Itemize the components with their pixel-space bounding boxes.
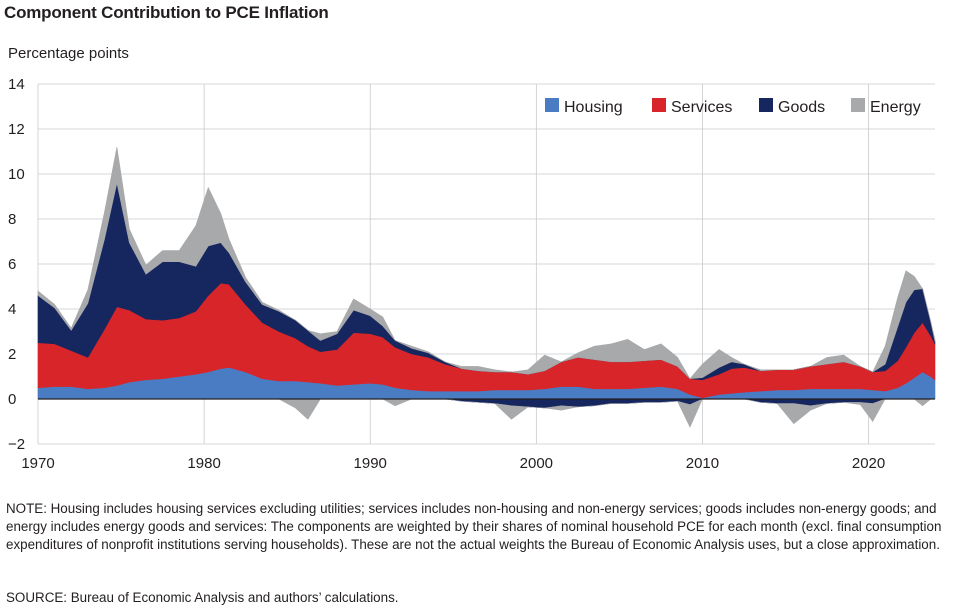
x-tick-label: 2010 bbox=[686, 455, 719, 472]
x-tick-label: 1980 bbox=[187, 455, 220, 472]
y-tick-label: 10 bbox=[8, 166, 25, 183]
y-tick-label: 0 bbox=[8, 391, 16, 408]
legend-swatch-services bbox=[652, 98, 666, 112]
axes: −2 0 2 4 6 8 10 12 14 1970 1980 1990 2000 2010 2020 bbox=[8, 76, 935, 472]
legend-label-housing: Housing bbox=[564, 99, 623, 116]
chart-note: NOTE: Housing includes housing services … bbox=[6, 501, 942, 552]
y-tick-label: 12 bbox=[8, 121, 25, 138]
stacked-area-chart: −2 0 2 4 6 8 10 12 14 1970 1980 1990 2000 2010 2020 Ho… bbox=[8, 76, 936, 472]
y-tick-label: 2 bbox=[8, 346, 16, 363]
chart-source: SOURCE: Bureau of Economic Analysis and … bbox=[6, 590, 399, 605]
x-tick-label: 1970 bbox=[21, 455, 54, 472]
area-energy-positive bbox=[37, 146, 936, 380]
legend-label-goods: Goods bbox=[778, 99, 825, 116]
legend: Housing Services Goods Energy bbox=[545, 98, 921, 116]
legend-swatch-goods bbox=[759, 98, 773, 112]
y-tick-label: 4 bbox=[8, 301, 16, 318]
y-tick-label: 6 bbox=[8, 256, 16, 273]
y-tick-label: −2 bbox=[8, 436, 25, 453]
series-areas bbox=[37, 146, 936, 428]
x-tick-label: 2020 bbox=[852, 455, 885, 472]
legend-swatch-housing bbox=[545, 98, 559, 112]
y-tick-label: 14 bbox=[8, 76, 25, 93]
x-tick-label: 1990 bbox=[354, 455, 387, 472]
x-tick-label: 2000 bbox=[520, 455, 553, 472]
y-axis-label: Percentage points bbox=[8, 45, 129, 62]
legend-label-energy: Energy bbox=[870, 99, 921, 116]
legend-swatch-energy bbox=[851, 98, 865, 112]
legend-label-services: Services bbox=[671, 99, 732, 116]
y-tick-label: 8 bbox=[8, 211, 16, 228]
chart-title: Component Contribution to PCE Inflation bbox=[4, 3, 329, 22]
